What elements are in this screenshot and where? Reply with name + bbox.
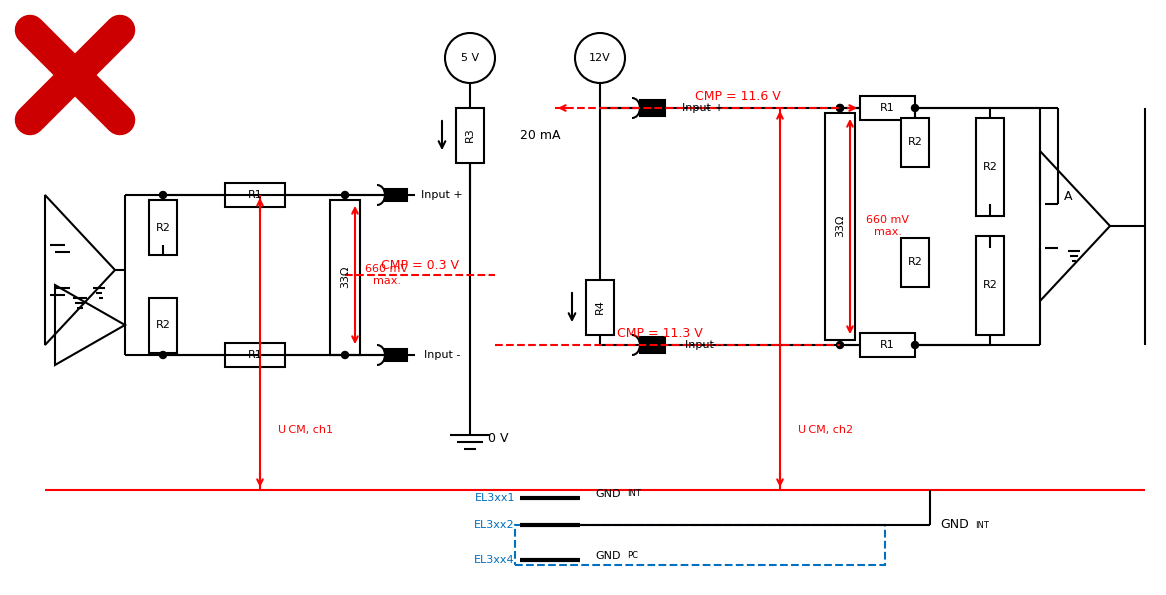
Text: 20 mA: 20 mA — [520, 129, 561, 142]
Circle shape — [836, 342, 843, 349]
Text: U CM, ch2: U CM, ch2 — [798, 425, 854, 435]
Text: CMP = 11.3 V: CMP = 11.3 V — [617, 327, 703, 340]
Text: 5 V: 5 V — [461, 53, 479, 63]
Text: A: A — [1063, 189, 1073, 202]
Text: Input +: Input + — [682, 103, 724, 113]
Circle shape — [160, 192, 167, 199]
Text: Input -: Input - — [423, 350, 461, 360]
Text: EL3xx2: EL3xx2 — [475, 520, 515, 530]
Text: R2: R2 — [907, 257, 922, 267]
Bar — [861, 333, 915, 357]
Circle shape — [342, 192, 349, 199]
Bar — [586, 280, 614, 335]
Text: EL3xx4: EL3xx4 — [475, 555, 515, 565]
Text: CMP = 11.6 V: CMP = 11.6 V — [695, 89, 781, 102]
Text: CMP = 0.3 V: CMP = 0.3 V — [381, 258, 459, 271]
Bar — [976, 236, 1004, 335]
Text: R2: R2 — [907, 137, 922, 147]
Text: Input -: Input - — [684, 340, 722, 350]
Bar — [515, 525, 885, 565]
Bar — [640, 100, 665, 116]
Text: R2: R2 — [155, 223, 170, 233]
Bar — [901, 118, 929, 167]
Text: 12V: 12V — [589, 53, 611, 63]
Bar — [826, 113, 855, 340]
Text: INT: INT — [627, 490, 641, 499]
Circle shape — [836, 105, 843, 111]
Bar — [330, 200, 360, 355]
Text: R4: R4 — [595, 299, 605, 314]
Text: R2: R2 — [155, 320, 170, 330]
Bar — [976, 118, 1004, 216]
Circle shape — [160, 352, 167, 359]
Text: R2: R2 — [983, 280, 997, 290]
Bar — [385, 189, 407, 201]
Bar — [456, 108, 484, 163]
Bar — [640, 337, 665, 353]
Text: GND: GND — [940, 518, 969, 531]
Text: INT: INT — [975, 521, 989, 530]
Text: R1: R1 — [879, 103, 894, 113]
Bar — [861, 96, 915, 120]
Text: R3: R3 — [465, 127, 475, 142]
Text: 660 mV
max.: 660 mV max. — [365, 264, 408, 286]
Circle shape — [912, 342, 919, 349]
Text: 0 V: 0 V — [487, 431, 508, 444]
Text: 33Ω: 33Ω — [835, 215, 845, 237]
Circle shape — [912, 105, 919, 111]
Text: PC: PC — [627, 552, 638, 560]
Text: 660 mV
max.: 660 mV max. — [866, 215, 909, 237]
Text: U CM, ch1: U CM, ch1 — [278, 425, 333, 435]
Bar — [225, 343, 285, 367]
Bar — [149, 298, 177, 353]
Text: R1: R1 — [247, 350, 262, 360]
Text: GND: GND — [595, 551, 620, 561]
Bar — [149, 200, 177, 255]
Text: Input +: Input + — [421, 190, 463, 200]
Text: GND: GND — [595, 489, 620, 499]
Text: R1: R1 — [247, 190, 262, 200]
Text: R2: R2 — [983, 162, 997, 172]
Bar — [385, 349, 407, 361]
Text: EL3xx1: EL3xx1 — [475, 493, 515, 503]
Text: 33Ω: 33Ω — [340, 266, 350, 288]
Text: R1: R1 — [879, 340, 894, 350]
Circle shape — [342, 352, 349, 359]
Bar — [901, 238, 929, 287]
Circle shape — [836, 105, 843, 111]
Bar — [225, 183, 285, 207]
